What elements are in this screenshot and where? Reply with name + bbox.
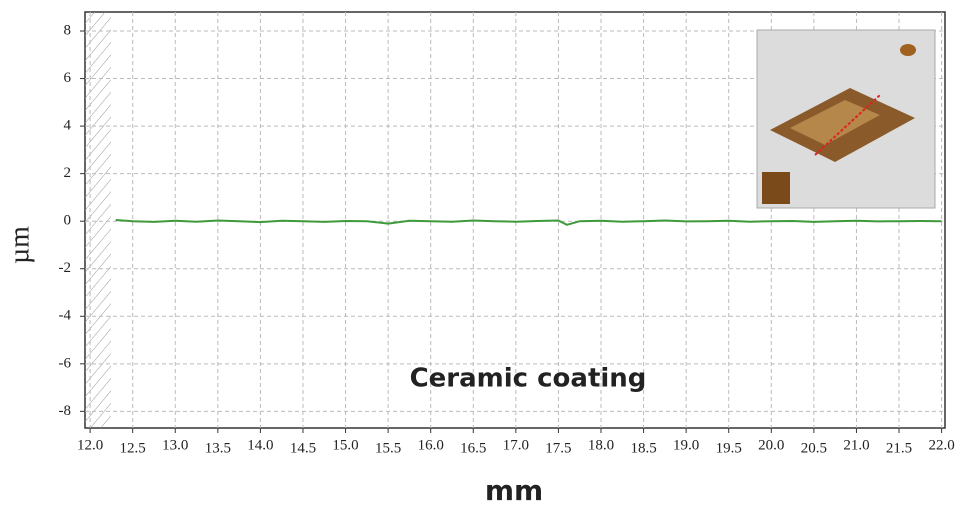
x-tick-label: 14.5 bbox=[290, 440, 316, 456]
y-tick-label: -2 bbox=[59, 260, 72, 276]
x-tick-label: 13.0 bbox=[162, 437, 188, 453]
annotation: Ceramic coating bbox=[410, 364, 647, 394]
x-tick-label: 15.0 bbox=[332, 437, 358, 453]
x-tick-label: 19.5 bbox=[716, 440, 742, 456]
x-tick-label: 20.5 bbox=[801, 440, 827, 456]
y-tick-label: 0 bbox=[64, 213, 72, 229]
x-tick-label: 14.0 bbox=[247, 437, 273, 453]
y-axis-label: µm bbox=[4, 226, 35, 264]
x-tick-label: 20.0 bbox=[758, 437, 784, 453]
y-tick-label: -4 bbox=[59, 308, 72, 324]
y-tick-label: -8 bbox=[59, 403, 72, 419]
x-tick-label: 12.5 bbox=[120, 440, 146, 456]
hatched-region bbox=[85, 12, 111, 428]
x-tick-label: 12.0 bbox=[77, 437, 103, 453]
chart: Ceramic coating mm µm -8 -6 -4 -2 0 2 4 6 8 12.0 1… bbox=[0, 0, 956, 509]
x-tick-label: 15.5 bbox=[375, 440, 401, 456]
x-axis-label: mm bbox=[485, 474, 543, 507]
x-tick-label: 17.5 bbox=[545, 440, 571, 456]
x-tick-label: 16.0 bbox=[418, 437, 444, 453]
x-tick-label: 18.5 bbox=[630, 440, 656, 456]
x-tick-label: 21.0 bbox=[843, 437, 869, 453]
x-tick-label: 21.5 bbox=[886, 440, 912, 456]
y-tick-label: -6 bbox=[59, 355, 72, 371]
y-tick-label: 2 bbox=[64, 165, 72, 181]
x-tick-label: 22.0 bbox=[928, 437, 954, 453]
x-tick-label: 16.5 bbox=[460, 440, 486, 456]
x-tick-label: 18.0 bbox=[588, 437, 614, 453]
x-tick-label: 13.5 bbox=[205, 440, 231, 456]
x-tick-label: 17.0 bbox=[503, 437, 529, 453]
y-tick-label: 8 bbox=[64, 22, 72, 38]
x-tick-label: 19.0 bbox=[673, 437, 699, 453]
y-tick-label: 4 bbox=[64, 118, 72, 134]
inset-image bbox=[757, 30, 935, 208]
y-tick-label: 6 bbox=[64, 70, 72, 86]
